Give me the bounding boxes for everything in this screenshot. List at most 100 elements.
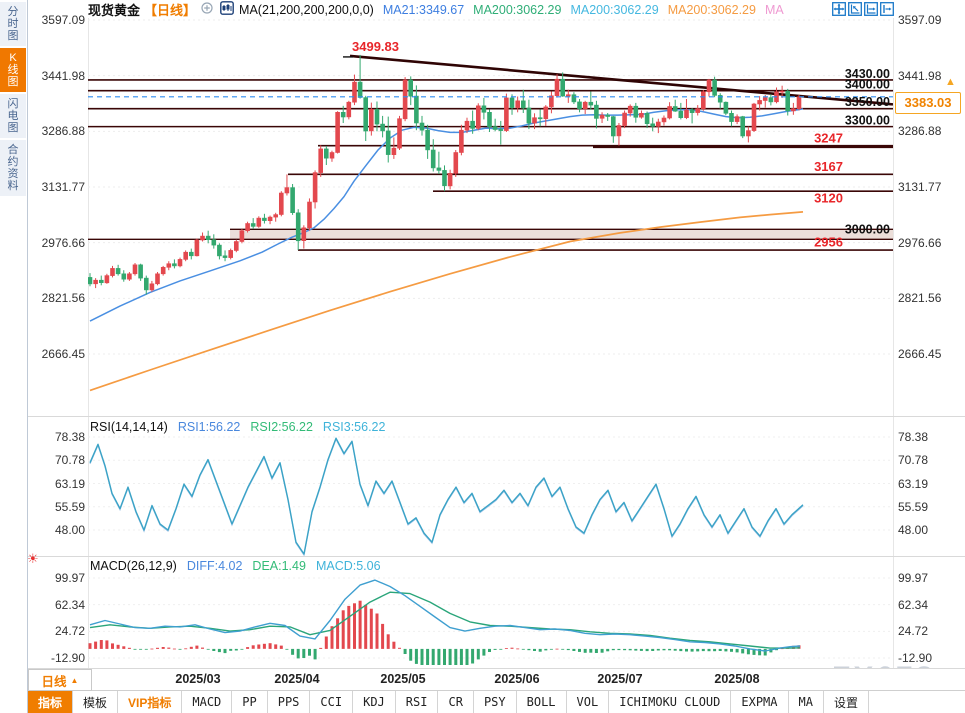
toolbar-tab-expma[interactable]: EXPMA [731, 691, 789, 713]
macd-axis-label: 62.34 [898, 597, 929, 612]
sidebar-tab-time-chart[interactable]: 分时图 [0, 2, 26, 46]
chart-style-icon[interactable] [220, 1, 234, 18]
ma200-line [89, 211, 804, 392]
chart-controls [832, 2, 894, 16]
key-level-label: 3247 [814, 131, 843, 146]
toolbar-tab-模板[interactable]: 模板 [73, 691, 119, 713]
price-level-label: 3400.00 [845, 78, 890, 92]
dea-line [89, 591, 801, 649]
ma21-value: MA21:3349.67 [382, 2, 465, 17]
rsi-axis-label: 63.19 [898, 476, 929, 491]
date-axis-row: 日线 ▲ 2025/03 2025/04 2025/05 2025/06 2025/07… [28, 669, 965, 691]
toolbar-tab-设置[interactable]: 设置 [824, 691, 869, 713]
scale-x-axis-icon[interactable] [864, 2, 878, 16]
rsi-axis-label: 48.00 [898, 523, 929, 537]
fit-chart-icon[interactable] [832, 2, 846, 16]
toolbar-tab-pp[interactable]: PP [232, 691, 268, 713]
price-axis-label: 3131.77 [898, 180, 942, 194]
toolbar-tab-kdj[interactable]: KDJ [353, 691, 396, 713]
macd-value: MACD:5.06 [315, 559, 381, 573]
toolbar-tab-vol[interactable]: VOL [567, 691, 610, 713]
panel-separator [28, 416, 965, 417]
move-to-latest-icon[interactable] [880, 2, 894, 16]
price-axis-label: 3597.09 [898, 13, 942, 27]
rsi-title: RSI(14,14,14) [90, 420, 168, 434]
candlestick-layer [88, 54, 802, 295]
indicator-alert-icon[interactable]: ☀ [27, 551, 39, 566]
toolbar-tab-boll[interactable]: BOLL [517, 691, 567, 713]
price-axis-label: 2821.56 [898, 291, 942, 306]
macd-histogram [88, 600, 801, 665]
price-axis-label: 2666.45 [898, 347, 942, 362]
period-dropdown-arrow-icon: ▲ [70, 675, 79, 685]
macd-axis-label: 99.97 [898, 571, 929, 585]
price-level-label: 3000.00 [845, 223, 890, 237]
toolbar-tab-ma[interactable]: MA [789, 691, 824, 713]
toolbar-tab-cci[interactable]: CCI [310, 691, 354, 713]
macd-title: MACD(26,12,9) [90, 559, 177, 573]
rsi-axis-label: 55.59 [898, 499, 929, 514]
toolbar-tab-pps[interactable]: PPS [268, 691, 311, 713]
period-label: 日线 [41, 674, 67, 689]
rsi-axis-label: 78.38 [898, 430, 929, 444]
toolbar-tab-cr[interactable]: CR [438, 691, 474, 713]
price-axis-label: 2821.56 [41, 291, 85, 306]
panel-separator [28, 556, 965, 557]
rsi2-value: RSI2:56.22 [250, 420, 313, 434]
macd-header: MACD(26,12,9) DIFF:4.02 DEA:1.49 MACD:5.… [90, 559, 381, 573]
rsi3-value: RSI3:56.22 [322, 420, 386, 434]
macd-axis-label: 99.97 [54, 571, 85, 585]
toolbar-tab-vip指标[interactable]: VIP指标 [118, 691, 183, 713]
rsi-axis-label: 78.38 [54, 430, 85, 444]
date-label: 2025/04 [274, 672, 320, 686]
indicator-toolbar: 指标 模板 VIP指标 MACD PP PPS CCI KDJ RSI CR PSY BOLL VOL I… [28, 691, 965, 713]
diff-value: DIFF:4.02 [186, 559, 243, 573]
price-axis-label: 3441.98 [898, 68, 942, 83]
rsi-line [89, 437, 804, 555]
toolbar-tab-ichimoku-cloud[interactable]: ICHIMOKU CLOUD [609, 691, 732, 713]
sidebar-tab-contract-info[interactable]: 合约资料 [0, 140, 26, 196]
toolbar-tab-rsi[interactable]: RSI [396, 691, 439, 713]
period-dropdown[interactable]: 日线 ▲ [28, 669, 92, 691]
rsi-header: RSI(14,14,14) RSI1:56.22 RSI2:56.22 RSI3… [90, 420, 385, 434]
add-indicator-icon[interactable] [201, 2, 213, 17]
key-level-label: 2956 [814, 235, 843, 250]
plot-left-border [88, 18, 89, 668]
key-level-label: 3120 [814, 191, 843, 206]
date-label: 2025/07 [597, 672, 643, 686]
ma-formula: MA(21,200,200,200,0,0) [239, 2, 374, 17]
macd-axis-label: 24.72 [898, 624, 929, 639]
ma200-value-3: MA200:3062.29 [667, 2, 756, 17]
toolbar-tab-指标[interactable]: 指标 [28, 691, 74, 713]
macd-axis-label: 24.72 [54, 624, 85, 639]
ma200-value-1: MA200:3062.29 [473, 2, 562, 17]
period-tag: 【日线】 [144, 3, 197, 18]
price-up-arrow-icon: ▲ [945, 76, 956, 88]
price-axis-label: 3441.98 [41, 68, 85, 83]
price-axis-label: 2976.66 [898, 235, 942, 250]
price-axis-label: 3131.77 [41, 180, 85, 194]
macd-axis-label: -12.90 [898, 651, 933, 665]
price-level-label: 3300.00 [845, 114, 890, 128]
toolbar-tab-psy[interactable]: PSY [474, 691, 517, 713]
date-label: 2025/03 [175, 672, 221, 686]
sidebar-tab-lightning-chart[interactable]: 闪电图 [0, 94, 26, 138]
macd-indicator-chart[interactable] [88, 557, 893, 668]
rsi-axis-label: 70.78 [54, 453, 85, 468]
price-axis-label: 3597.09 [41, 13, 85, 27]
date-label: 2025/08 [714, 672, 760, 686]
macd-axis-label: -12.90 [50, 651, 85, 665]
macd-axis-label: 62.34 [54, 597, 85, 612]
chart-legend-bar: 现货黄金 【日线】 MA(21,200,200,200,0,0) MA21:33… [88, 0, 784, 19]
toolbar-tab-macd[interactable]: MACD [182, 691, 233, 713]
peak-price-label: 3499.83 [352, 39, 399, 54]
rsi-axis-label: 63.19 [54, 476, 85, 491]
ma21-line [89, 108, 804, 322]
price-axis-label: 3286.88 [898, 124, 942, 139]
price-level-label: 3430.00 [845, 67, 890, 81]
rsi-indicator-chart[interactable] [88, 417, 893, 556]
scale-y-axis-icon[interactable] [848, 2, 862, 16]
